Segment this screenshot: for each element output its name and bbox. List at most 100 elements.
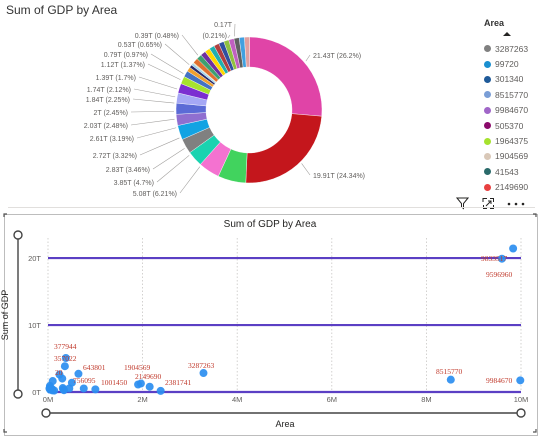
donut-leader-line	[164, 43, 190, 65]
scatter-point[interactable]	[79, 384, 88, 393]
donut-data-label: 1.84T (2.25%)	[86, 97, 130, 104]
donut-leader-line	[147, 63, 181, 80]
scatter-point[interactable]	[145, 382, 154, 391]
legend-label: 41543	[495, 166, 519, 177]
corner-mark	[533, 213, 537, 217]
legend-item[interactable]: 1964375	[484, 133, 542, 148]
donut-data-label: 0.53T (0.65%)	[118, 42, 162, 49]
donut-data-label: 2.61T (3.19%)	[90, 136, 134, 143]
legend-marker	[484, 106, 491, 114]
scatter-title: Sum of GDP by Area	[224, 219, 317, 230]
scatter-data-label: 9596960	[486, 270, 513, 279]
donut-leader-line	[132, 98, 175, 104]
donut-data-label: 1.74T (2.12%)	[87, 87, 131, 94]
legend-item[interactable]: 9984670	[484, 103, 542, 118]
donut-leader-line	[234, 23, 236, 37]
scatter-point[interactable]	[136, 379, 145, 388]
donut-slice[interactable]	[249, 36, 323, 117]
y-zoom-handle-top[interactable]	[13, 230, 23, 240]
legend-label: 99720	[495, 59, 519, 70]
legend-title: Area	[484, 18, 505, 28]
donut-leader-line	[139, 137, 180, 156]
scatter-point[interactable]	[91, 385, 100, 394]
scatter-point[interactable]	[58, 374, 67, 383]
x-tick-label: 4M	[232, 395, 242, 404]
scatter-chart[interactable]: Sum of GDP by Area Sum of GDP Area 0M 2M 4…	[0, 210, 544, 436]
legend-item[interactable]: 2149690	[484, 180, 542, 195]
legend-item[interactable]: 1904569	[484, 149, 542, 164]
legend-label: 2149690	[495, 182, 529, 193]
donut-leader-line	[133, 88, 176, 98]
legend-marker	[484, 91, 491, 99]
donut-data-label: 1.12T (1.37%)	[101, 62, 145, 69]
more-options-icon[interactable]	[506, 201, 526, 207]
scatter-point[interactable]	[497, 254, 506, 263]
legend-item[interactable]: 505370	[484, 118, 542, 133]
x-tick-label: 0M	[43, 395, 53, 404]
y-zoom-handle-bottom[interactable]	[13, 389, 23, 399]
legend-item[interactable]: 99720	[484, 56, 542, 71]
legend-marker	[484, 137, 491, 145]
legend-scroll-up-icon[interactable]	[503, 31, 511, 37]
scatter-data-label: 377944	[54, 342, 77, 351]
corner-mark	[3, 429, 7, 433]
x-tick-label: 10M	[514, 395, 529, 404]
legend-item[interactable]: 8515770	[484, 87, 542, 102]
legend-marker	[484, 168, 491, 176]
scatter-point[interactable]	[50, 386, 59, 395]
corner-mark	[533, 429, 537, 433]
legend-label: 505370	[495, 120, 524, 131]
legend-marker	[484, 183, 491, 191]
donut-leader-line	[152, 148, 185, 170]
donut-data-label: 19.91T (24.34%)	[313, 173, 365, 180]
scatter-data-label: 2149690	[135, 372, 162, 381]
donut-slice[interactable]	[245, 113, 322, 184]
legend-marker	[484, 45, 491, 53]
scatter-point[interactable]	[516, 376, 525, 385]
scatter-point[interactable]	[74, 369, 83, 378]
donut-leader-line	[130, 110, 175, 113]
filter-icon[interactable]	[456, 197, 469, 210]
scatter-point[interactable]	[509, 244, 518, 253]
legend-item[interactable]: 3287263	[484, 41, 542, 56]
legend-label: 1964375	[495, 136, 529, 147]
donut-data-label: 3.85T (4.7%)	[114, 180, 154, 187]
scatter-point[interactable]	[60, 362, 69, 371]
scatter-data-label: 20	[55, 368, 63, 377]
donut-data-label: 5.08T (6.21%)	[133, 191, 177, 198]
x-zoom-handle-left[interactable]	[41, 408, 51, 418]
scatter-point[interactable]	[446, 375, 455, 384]
x-tick-label: 8M	[421, 395, 431, 404]
scatter-point[interactable]	[156, 386, 165, 395]
donut-visual[interactable]: Sum of GDP by Area 21.43T (26.2%) 19.91T …	[0, 0, 544, 210]
legend-label: 8515770	[495, 89, 529, 100]
focus-mode-icon[interactable]	[482, 197, 495, 210]
legend-label: 3287263	[495, 43, 529, 54]
donut-data-label: 1.39T (1.7%)	[96, 75, 136, 82]
donut-leader-line	[150, 53, 184, 74]
scatter-data-label: 357022	[54, 354, 77, 363]
corner-mark	[3, 213, 7, 217]
x-zoom-handle-right[interactable]	[516, 408, 526, 418]
x-tick-label: 6M	[327, 395, 337, 404]
legend-marker	[484, 60, 491, 68]
legend-item[interactable]: 301340	[484, 72, 542, 87]
donut-data-label: 0.39T (0.48%)	[135, 33, 179, 40]
legend-marker	[484, 122, 491, 130]
scatter-data-label: 9833517	[481, 254, 508, 263]
scatter-data-label: 2381741	[165, 378, 192, 387]
scatter-data-label: 9984670	[486, 376, 513, 385]
legend-marker	[484, 152, 491, 160]
donut-leader-line	[136, 127, 177, 139]
donut-chart[interactable]: 21.43T (26.2%) 19.91T (24.34%) 5.08T (6.21…	[0, 0, 470, 210]
donut-leader-line	[301, 163, 311, 176]
donut-slice[interactable]	[244, 36, 250, 68]
legend-item[interactable]: 41543	[484, 164, 542, 179]
donut-leader-line	[179, 166, 201, 194]
scatter-point[interactable]	[199, 369, 208, 378]
scatter-point[interactable]	[59, 385, 68, 394]
scatter-point[interactable]	[61, 353, 70, 362]
donut-leader-line	[156, 155, 190, 183]
y-axis-label: Sum of GDP	[0, 290, 10, 341]
legend-label: 9984670	[495, 105, 529, 116]
